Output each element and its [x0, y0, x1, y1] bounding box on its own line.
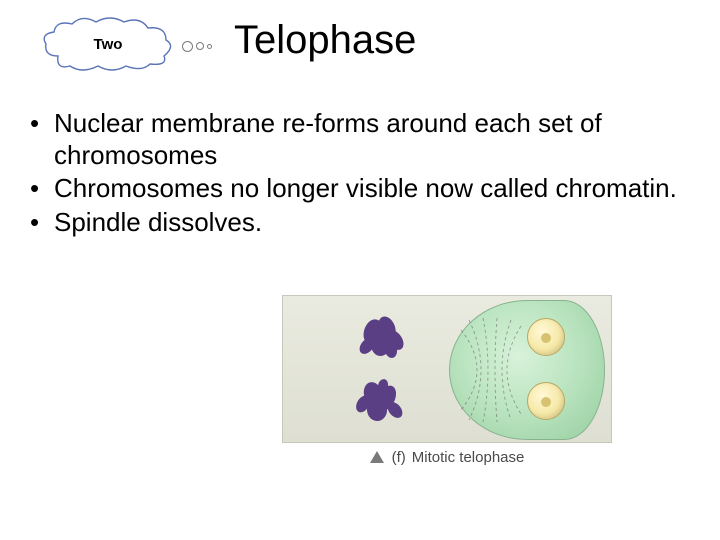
arrow-up-icon: [370, 451, 384, 463]
cloud-label: Two: [38, 16, 178, 72]
telophase-cell-diagram: [449, 300, 605, 440]
caption-text: Mitotic telophase: [412, 449, 525, 466]
nucleus-icon: [527, 382, 565, 420]
bullet-list: Nuclear membrane re-forms around each se…: [24, 108, 680, 241]
header: Two Telophase: [0, 12, 720, 82]
telophase-figure: (f) Mitotic telophase: [282, 295, 612, 471]
figure-caption: (f) Mitotic telophase: [282, 445, 612, 469]
nucleus-icon: [527, 318, 565, 356]
figure-panel: [282, 295, 612, 443]
chromatin-micrograph: [323, 306, 443, 436]
cloud-callout: Two: [38, 16, 178, 72]
chromatin-cluster-icon: [353, 314, 413, 362]
spindle-fibers-icon: [459, 312, 527, 428]
bullet-item: Nuclear membrane re-forms around each se…: [24, 108, 680, 171]
caption-label: (f): [392, 449, 406, 466]
cloud-connector: [182, 40, 230, 52]
chromatin-cluster-icon: [351, 378, 411, 426]
bullet-item: Chromosomes no longer visible now called…: [24, 173, 680, 205]
bullet-item: Spindle dissolves.: [24, 207, 680, 239]
page-title: Telophase: [234, 18, 416, 63]
